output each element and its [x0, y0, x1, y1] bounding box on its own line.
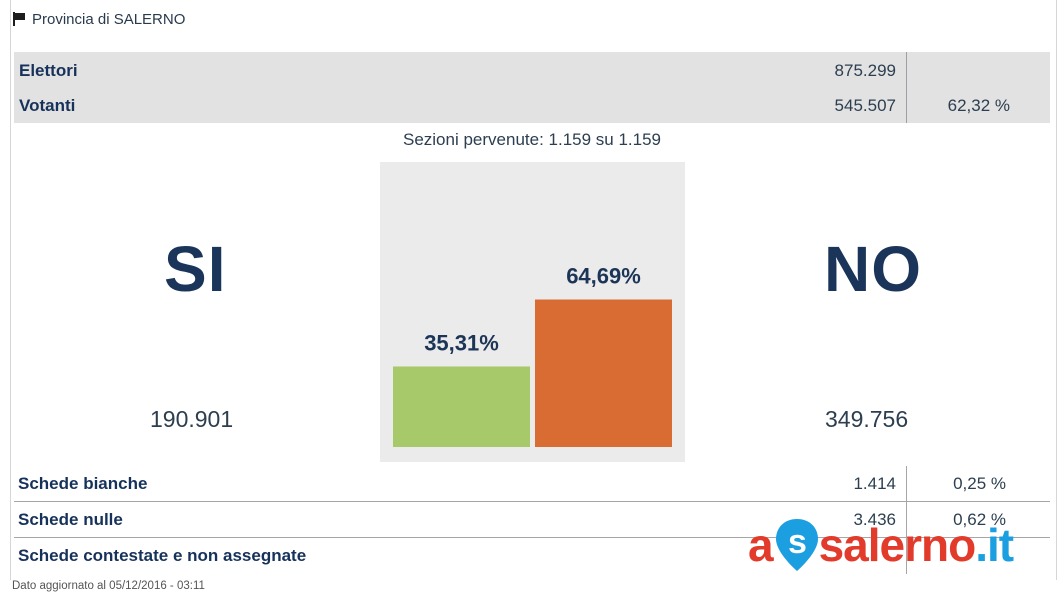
svg-text:s: s — [788, 523, 806, 561]
schede-row-contestate: Schede contestate e non assegnate — [14, 538, 1050, 574]
summary-label: Elettori — [19, 61, 78, 80]
schede-divider — [906, 466, 907, 574]
bar-no — [535, 299, 672, 447]
no-label: NO — [824, 233, 922, 305]
schede-label: Schede bianche — [18, 474, 148, 493]
bar-chart-svg: 35,31% 64,69% — [393, 264, 672, 447]
bar-si — [393, 366, 530, 447]
location-pin-icon: s — [771, 515, 823, 575]
update-timestamp: Dato aggiornato al 05/12/2016 - 03:11 — [12, 580, 205, 592]
logo-tld: it — [987, 519, 1014, 571]
schede-percent: 0,62 % — [953, 510, 1006, 529]
sezioni-status: Sezioni pervenute: 1.159 su 1.159 — [402, 130, 662, 149]
schede-row-bianche: Schede bianche 1.414 0,25 % — [14, 466, 1050, 502]
frame-left-border — [10, 0, 11, 580]
no-count: 349.756 — [825, 406, 909, 432]
si-label: SI — [164, 233, 227, 305]
bar-value-label-si: 35,31% — [424, 330, 499, 355]
schede-percent: 0,25 % — [953, 474, 1006, 493]
schede-value: 3.436 — [853, 510, 896, 529]
si-count: 190.901 — [150, 406, 234, 432]
logo-dot: . — [975, 519, 988, 571]
row-divider — [14, 537, 1050, 538]
summary-row-votanti: Votanti 545.507 62,32 % — [14, 88, 1050, 123]
summary-label: Votanti — [19, 96, 76, 115]
schede-row-nulle: Schede nulle 3.436 0,62 % — [14, 502, 1050, 538]
flag-icon — [12, 12, 26, 26]
schede-label: Schede nulle — [18, 510, 123, 529]
summary-value: 545.507 — [834, 96, 896, 115]
summary-divider — [906, 52, 907, 123]
results-chart: 35,31% 64,69% — [380, 162, 685, 462]
schede-value: 1.414 — [853, 474, 896, 493]
frame-right-border — [1056, 0, 1057, 580]
asalerno-watermark-logo: a s salerno . it — [748, 515, 1014, 575]
bar-value-label-no: 64,69% — [566, 264, 641, 289]
summary-panel: Elettori 875.299 Votanti 545.507 62,32 % — [14, 52, 1050, 123]
logo-middle: salerno — [818, 519, 977, 571]
schede-label: Schede contestate e non assegnate — [18, 546, 307, 565]
page-header: Provincia di SALERNO — [12, 8, 185, 30]
summary-value: 875.299 — [834, 61, 896, 80]
page-title: Provincia di SALERNO — [32, 10, 186, 28]
summary-row-elettori: Elettori 875.299 — [14, 53, 1050, 88]
summary-percent: 62,32 % — [947, 96, 1010, 115]
logo-prefix: a — [748, 519, 774, 571]
row-divider — [14, 501, 1050, 502]
